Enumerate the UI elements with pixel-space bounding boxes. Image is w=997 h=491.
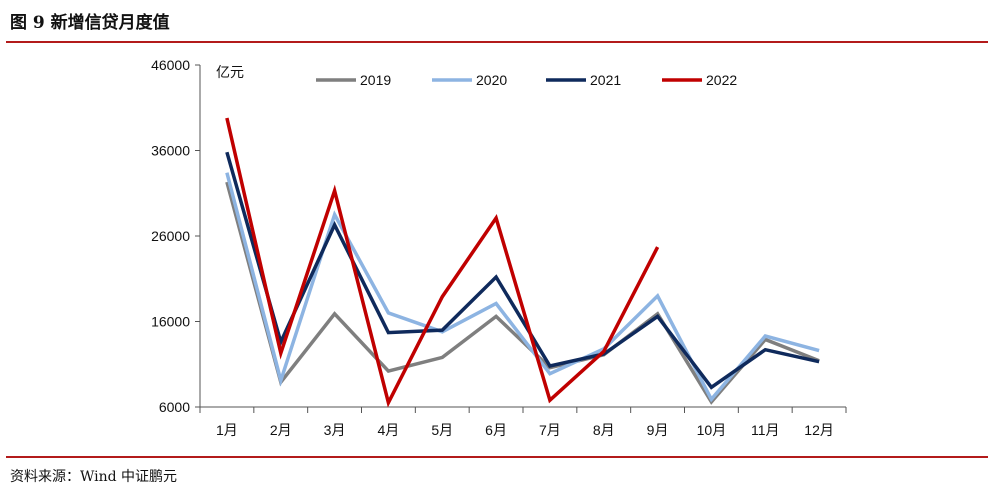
x-tick-label: 6月 [485, 422, 507, 438]
legend-label-2019: 2019 [360, 72, 391, 88]
y-tick-label: 36000 [151, 143, 190, 159]
series-line-2020 [225, 172, 820, 403]
x-tick-label: 4月 [378, 422, 400, 438]
figure-source: 资料来源：Wind 中证鹏元 [10, 469, 178, 485]
header-rule [6, 41, 988, 43]
legend-label-2021: 2021 [590, 72, 621, 88]
y-tick-label: 16000 [151, 314, 190, 330]
x-tick-label: 2月 [270, 422, 292, 438]
y-unit-label: 亿元 [216, 65, 244, 81]
x-tick-label: 7月 [539, 422, 561, 438]
y-tick-label: 26000 [151, 228, 190, 244]
x-tick-label: 5月 [431, 422, 453, 438]
x-tick-label: 3月 [324, 422, 346, 438]
figure-header: 图 9 新增信贷月度值 [0, 0, 997, 44]
legend-label-2022: 2022 [706, 72, 737, 88]
x-tick-label: 10月 [697, 422, 727, 438]
footer-rule [6, 456, 988, 458]
chart-axes: 6000 16000 26000 36000 46000 亿元 1月 2月 3月 4月 5月 6月 7月… [151, 57, 847, 438]
figure-title: 图 9 新增信贷月度值 [10, 13, 170, 33]
x-tick-label: 1月 [216, 422, 238, 438]
x-tick-label: 11月 [751, 422, 780, 438]
x-tick-label: 12月 [804, 422, 834, 438]
x-tick-label: 8月 [593, 422, 615, 438]
series-line-2021 [225, 151, 820, 390]
series-line-2022 [225, 117, 660, 408]
chart-series [225, 117, 820, 408]
series-line-2019 [225, 181, 820, 405]
y-tick-label: 46000 [151, 57, 190, 73]
legend-label-2020: 2020 [476, 72, 507, 88]
x-tick-label: 9月 [647, 422, 669, 438]
chart-legend: 2019 2020 2021 2022 [316, 72, 737, 88]
y-tick-label: 6000 [159, 399, 190, 415]
